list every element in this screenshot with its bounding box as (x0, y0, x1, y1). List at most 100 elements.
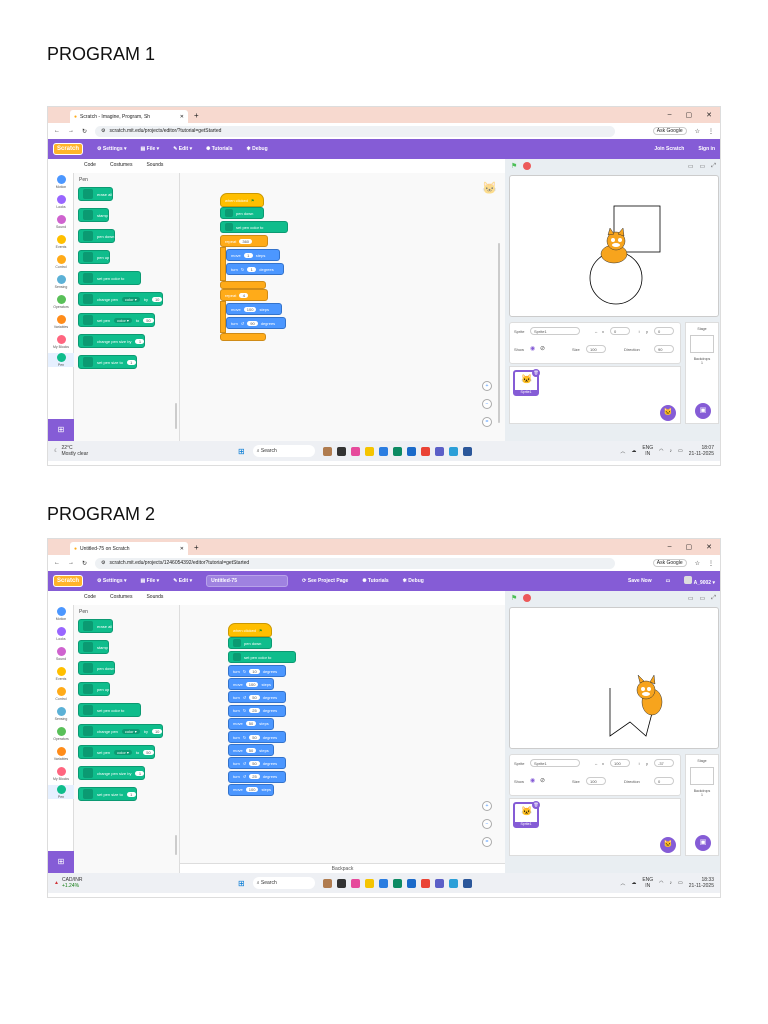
size-field[interactable]: 100 (586, 345, 606, 353)
choose-backdrop-button[interactable]: ▣ (695, 403, 711, 419)
outlook-icon[interactable] (406, 878, 416, 888)
category-control[interactable]: Control (48, 687, 74, 701)
my-stuff-icon[interactable]: ▭ (665, 578, 671, 584)
when-flag-clicked-block[interactable]: when clicked ⚑ (228, 623, 272, 637)
see-project-page-button[interactable]: ⟳ See Project Page (302, 578, 349, 584)
degrees-input[interactable]: 90 (247, 320, 258, 326)
y-field[interactable]: 0 (654, 327, 674, 335)
user-menu[interactable]: A_9002 ▾ (684, 576, 715, 586)
taskbar-search[interactable]: ⌕ Search (252, 877, 315, 889)
cloud-icon[interactable]: ☁ (631, 880, 637, 886)
save-now-button[interactable]: Save Now (628, 578, 652, 584)
add-extension-button[interactable]: ⊞ (48, 851, 74, 873)
repeat-block-2[interactable]: repeat 4 (220, 289, 268, 301)
palette-scrollbar[interactable] (175, 835, 177, 855)
turn-ccw-block[interactable]: turn ↺ 50 degrees (228, 691, 286, 704)
back-icon[interactable]: ← (54, 560, 60, 566)
number-input[interactable]: 1 (126, 359, 136, 365)
sprite-thumbnail[interactable]: 🐱 🗑 Sprite1 (513, 801, 540, 828)
param-dropdown[interactable]: color ▾ (121, 728, 140, 734)
app-icon[interactable] (448, 446, 458, 456)
category-variables[interactable]: Variables (48, 315, 74, 329)
app-icon[interactable] (448, 878, 458, 888)
file-menu[interactable]: ▤ File ▾ (140, 146, 160, 152)
volume-icon[interactable]: ♪ (669, 448, 673, 454)
pen-down-script-block[interactable]: pen down (220, 207, 264, 219)
menu-dots-icon[interactable]: ⋮ (708, 128, 714, 135)
turn-cw-block[interactable]: turn ↻ 50 degrees (228, 731, 286, 743)
stage-selector[interactable]: Stage Backdrops 1 ▣ (685, 322, 719, 424)
erase-all-block[interactable]: erase all (78, 619, 114, 633)
zoom-in-button[interactable]: + (482, 801, 492, 811)
turn-ccw-block[interactable]: turn ↺ 25 degrees (228, 770, 286, 783)
move-block[interactable]: move 50 steps (228, 717, 274, 730)
fullscreen-icon[interactable]: ⤢ (711, 162, 716, 169)
settings-menu[interactable]: ⚙ Settings ▾ (97, 146, 127, 152)
edge-icon[interactable] (392, 446, 402, 456)
repeat-count-input[interactable]: 4 (239, 292, 249, 298)
repeat-count-input[interactable]: 360 (239, 238, 253, 244)
zoom-reset-button[interactable]: = (482, 837, 492, 847)
cloud-icon[interactable]: ☁ (631, 448, 637, 454)
app-icon[interactable] (378, 878, 388, 888)
file-menu[interactable]: ▤ File ▾ (140, 578, 160, 584)
backdrop-thumbnail[interactable] (690, 767, 714, 785)
clock[interactable]: 18:07 21-11-2025 (688, 445, 714, 457)
pen-up-block[interactable]: pen up (78, 682, 111, 696)
tab-code[interactable]: Code (78, 593, 102, 601)
fullscreen-icon[interactable]: ⤢ (711, 594, 716, 601)
maximize-icon[interactable]: ▢ (685, 544, 693, 551)
category-motion[interactable]: Motion (48, 175, 74, 189)
edit-menu[interactable]: ✎ Edit ▾ (173, 578, 193, 584)
steps-input[interactable]: 100 (245, 787, 259, 793)
wifi-icon[interactable]: ◠ (659, 448, 664, 454)
app-icon[interactable] (336, 878, 346, 888)
set-pen-color-block[interactable]: set pen color to (78, 703, 142, 717)
pen-up-block[interactable]: pen up (78, 250, 111, 264)
word-icon[interactable] (462, 446, 472, 456)
steps-input[interactable]: 50 (245, 721, 257, 727)
forward-icon[interactable]: → (68, 128, 74, 134)
set-pen-color-script-block[interactable]: set pen color to (228, 651, 296, 663)
project-title-input[interactable]: Untitled-75 (206, 575, 289, 587)
join-scratch-link[interactable]: Join Scratch (654, 146, 685, 152)
weather-widget[interactable]: ☾ 22°C Mostly clear (54, 445, 89, 457)
stop-button[interactable] (523, 162, 532, 170)
number-input[interactable]: 10 (151, 296, 163, 302)
number-input[interactable]: 50 (143, 749, 154, 755)
browser-tab[interactable]: ● Untitled-75 on Scratch ✕ (70, 542, 188, 555)
size-field[interactable]: 100 (586, 777, 606, 785)
set-pen-color-script-block[interactable]: set pen color to (220, 221, 288, 233)
settings-menu[interactable]: ⚙ Settings ▾ (97, 578, 127, 584)
forward-icon[interactable]: → (68, 560, 74, 566)
choose-sprite-button[interactable]: 🐱 (660, 405, 676, 421)
category-sound[interactable]: Sound (48, 647, 74, 661)
reload-icon[interactable]: ↻ (82, 560, 88, 567)
language-indicator[interactable]: ENG IN (642, 877, 654, 889)
delete-sprite-icon[interactable]: 🗑 (532, 369, 540, 377)
app-icon[interactable] (322, 446, 332, 456)
change-pen-size-block[interactable]: change pen size by 1 (78, 766, 146, 780)
sprite-name-field[interactable]: Sprite1 (530, 759, 580, 767)
number-input[interactable]: 50 (143, 317, 154, 323)
star-icon[interactable]: ☆ (694, 128, 700, 135)
site-info-icon[interactable]: ⚙ (101, 128, 106, 134)
outlook-icon[interactable] (406, 446, 416, 456)
degrees-input[interactable]: 50 (249, 760, 260, 766)
app-icon[interactable] (378, 446, 388, 456)
direction-field[interactable]: 0 (654, 777, 674, 785)
degrees-input[interactable]: 50 (249, 694, 260, 700)
stamp-block[interactable]: stamp (78, 640, 109, 654)
minimize-icon[interactable]: – (667, 543, 672, 550)
edge-icon[interactable] (392, 878, 402, 888)
tray-chevron-icon[interactable]: ︿ (620, 880, 626, 887)
browser-tab[interactable]: ● Scratch - Imagine, Program, Sh ✕ (70, 110, 188, 123)
battery-icon[interactable]: ▭ (678, 448, 683, 454)
language-indicator[interactable]: ENG IN (642, 445, 654, 457)
category-pen[interactable]: Pen (48, 785, 74, 799)
tab-costumes[interactable]: Costumes (109, 162, 133, 168)
green-flag-button[interactable]: ⚑ (511, 595, 518, 602)
zoom-in-button[interactable]: + (482, 381, 492, 391)
url-field[interactable]: ⚙ scratch.mit.edu/projects/editor/?tutori… (95, 125, 616, 137)
category-sound[interactable]: Sound (48, 215, 74, 229)
